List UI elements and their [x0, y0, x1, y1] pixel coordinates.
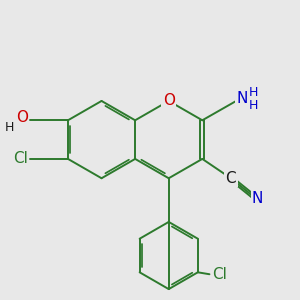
Text: H: H: [249, 99, 258, 112]
Text: O: O: [163, 94, 175, 109]
Text: N: N: [236, 91, 248, 106]
Text: C: C: [226, 171, 236, 186]
Text: H: H: [5, 121, 14, 134]
Text: N: N: [251, 191, 263, 206]
Text: O: O: [16, 110, 28, 125]
Text: H: H: [249, 85, 258, 98]
Text: Cl: Cl: [13, 152, 28, 166]
Text: Cl: Cl: [212, 267, 227, 282]
